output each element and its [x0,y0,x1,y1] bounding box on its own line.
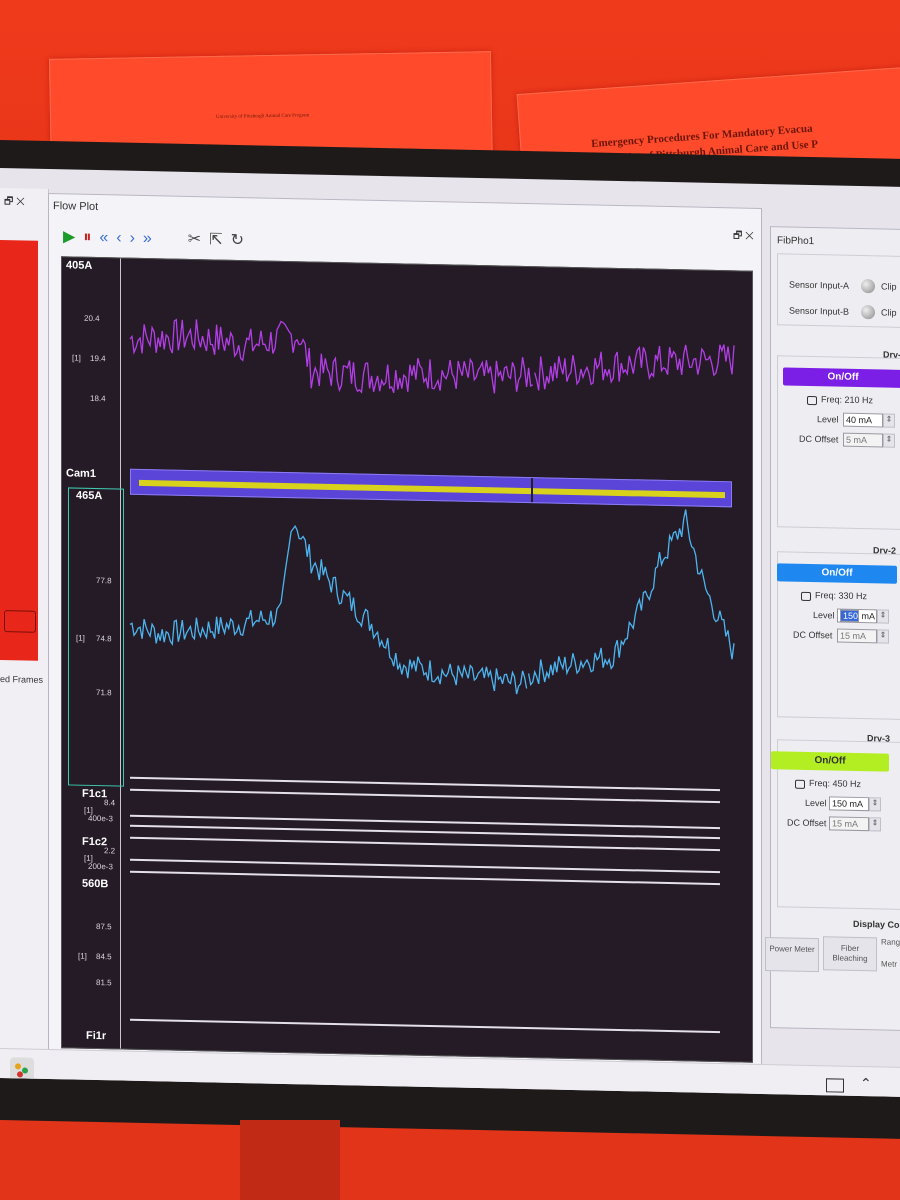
drv1-dc-label: DC Offset [799,433,839,445]
camera-object [4,610,36,633]
drv1-dc-input[interactable]: 5 mA [843,432,883,448]
rewind-icon[interactable]: « [99,229,109,247]
flow-plot-window-controls[interactable]: 🗗 ✕ [733,230,754,242]
drv3-dc-stepper[interactable]: ⇕ [869,817,881,832]
flow-plot-window: Flow Plot 🗗 ✕ ▶ ⏸ « ‹ › » ✂ ⇱ ↻ 405A 20.… [48,193,762,1070]
cut-icon[interactable]: ✂ [187,230,202,249]
drv2-dc-stepper[interactable]: ⇕ [877,629,889,644]
drv1-level-stepper[interactable]: ⇕ [883,413,895,428]
trace-465a [129,509,735,695]
app-icon[interactable] [10,1057,34,1082]
sensor-input-a-label: Sensor Input-A [789,279,850,291]
app-icon-dot-green [22,1067,28,1074]
drv2-lock-icon[interactable] [801,591,811,601]
fast-forward-icon[interactable]: » [142,229,152,248]
left-video-panel: 🗗 ✕ ed Frames [0,188,49,1070]
drv1-dc-stepper[interactable]: ⇕ [883,433,895,448]
drv3-level-input[interactable]: 150 mA [829,796,869,812]
drv1-level-input[interactable]: 40 mA [843,412,883,428]
drv2-level-stepper[interactable]: ⇕ [877,609,889,624]
export-icon[interactable]: ⇱ [209,231,223,249]
drv2-level-input[interactable]: 150 mA [837,608,877,624]
power-meter-button[interactable]: Power Meter [765,937,819,973]
drv1-freq: Freq: 210 Hz [821,394,874,406]
display-icon[interactable] [826,1078,844,1093]
drv2-level-label: Level [813,610,835,621]
sensor-a-clip: Clip [881,281,897,292]
drv2-dc-input[interactable]: 15 mA [837,628,877,644]
drv3-onoff-button[interactable]: On/Off [771,751,889,772]
fibpho1-panel: FibPho1 Sensor Input-A Clip Sensor Input… [765,226,900,1032]
drv2-title: Drv-2 [873,545,897,556]
chevron-right-icon[interactable]: › [129,229,135,247]
drv1-onoff-button[interactable]: On/Off [783,367,900,388]
plot-area[interactable]: 405A 20.4 [1] 19.4 18.4 Cam1 465A 77.8 [… [61,256,753,1063]
monitor-stand [240,1120,340,1200]
camera-preview [0,240,38,661]
app-icon-dot-orange [15,1063,21,1070]
sensor-input-b-label: Sensor Input-B [789,305,850,317]
drv1-level-label: Level [817,414,839,425]
drv3-lock-icon[interactable] [795,779,805,789]
fibpho1-title: FibPho1 [777,235,815,248]
trace-405a [129,318,735,394]
drv2-level-unit: mA [861,611,876,622]
fiber-bleaching-button[interactable]: Fiber Bleaching [823,936,877,972]
sensor-b-clip: Clip [881,307,897,318]
app-icon-dot-red [17,1071,23,1078]
chevron-up-icon[interactable]: ⌃ [860,1075,872,1092]
play-icon[interactable]: ▶ [63,228,76,246]
drv3-title: Drv-3 [867,733,891,744]
poster-left-text: University of Pittsburgh Animal Care Pro… [215,113,310,120]
meter-button[interactable]: Metr [881,959,897,969]
drv3-freq: Freq: 450 Hz [809,777,862,790]
monitor-screen: 🗗 ✕ ed Frames Flow Plot 🗗 ✕ ▶ ⏸ « ‹ › » … [0,168,900,1097]
drv2-dc-label: DC Offset [793,629,833,641]
sensor-a-led-icon [861,279,875,294]
drv3-level-stepper[interactable]: ⇕ [869,797,881,812]
frames-label: ed Frames [0,674,44,685]
drv1-lock-icon[interactable] [807,395,817,406]
drv3-dc-input[interactable]: 15 mA [829,816,869,832]
left-panel-controls[interactable]: 🗗 ✕ [4,196,25,208]
display-controls-title: Display Cor [853,918,900,930]
drv3-level-label: Level [805,797,827,809]
range-button[interactable]: Rang [881,937,900,947]
sensor-b-led-icon [861,305,875,320]
chevron-left-icon[interactable]: ‹ [116,229,122,247]
drv1-title: Drv- [883,349,900,360]
drv3-dc-label: DC Offset [787,817,827,829]
flow-plot-title: Flow Plot [53,200,99,214]
pause-icon[interactable]: ⏸ [83,228,92,246]
drv2-freq: Freq: 330 Hz [815,590,868,602]
drv2-onoff-button[interactable]: On/Off [777,563,897,584]
flow-plot-toolbar: ▶ ⏸ « ‹ › » ✂ ⇱ ↻ [63,228,244,250]
signal-traces [129,318,735,695]
drv2-level-selected: 150 [840,609,860,622]
refresh-icon[interactable]: ↻ [230,231,245,250]
